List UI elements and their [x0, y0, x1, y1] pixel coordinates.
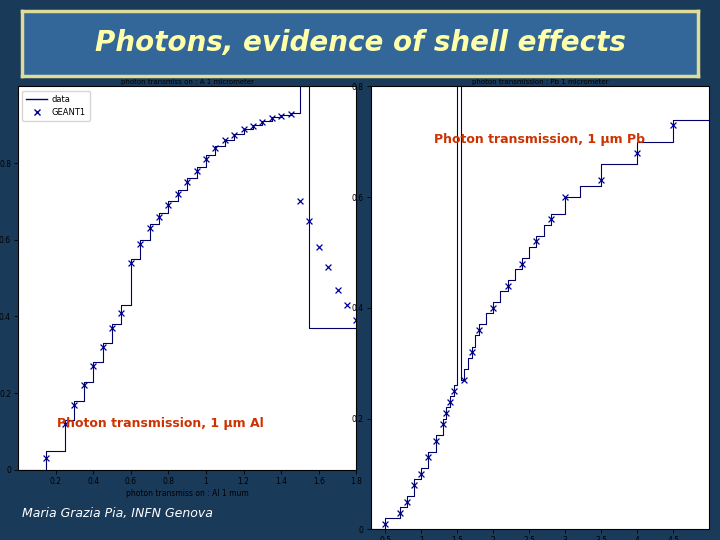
Point	[210, 144, 221, 152]
Point	[466, 348, 477, 356]
Point	[351, 316, 362, 325]
Point	[266, 113, 278, 122]
Point	[401, 497, 413, 506]
Point	[415, 469, 427, 478]
Legend: data, GEANT1: data, GEANT1	[22, 91, 89, 121]
Point	[559, 193, 571, 201]
Point	[379, 519, 391, 528]
Point	[313, 243, 325, 252]
Point	[459, 375, 470, 384]
Point	[247, 121, 258, 130]
Point	[394, 508, 405, 517]
Point	[125, 259, 137, 267]
Point	[181, 178, 193, 187]
Point	[153, 212, 165, 221]
X-axis label: photon transmiss on : Al 1 mum: photon transmiss on : Al 1 mum	[126, 489, 248, 497]
Point	[304, 217, 315, 225]
Point	[531, 237, 542, 246]
Point	[78, 381, 89, 390]
Point	[341, 301, 353, 309]
Point	[545, 215, 557, 224]
Point	[96, 343, 109, 352]
Point	[172, 190, 184, 198]
Text: Photon transmission, 1 μm Al: Photon transmission, 1 μm Al	[57, 417, 264, 430]
Point	[430, 436, 441, 445]
Point	[502, 281, 513, 290]
Point	[437, 420, 449, 428]
Title: photon transmission : Pb 1 micrometer: photon transmission : Pb 1 micrometer	[472, 79, 608, 85]
Point	[68, 400, 80, 409]
Point	[238, 125, 249, 134]
Point	[135, 239, 146, 248]
Point	[473, 326, 485, 334]
Text: Photons, evidence of shell effects: Photons, evidence of shell effects	[94, 29, 626, 57]
Point	[448, 387, 459, 395]
Point	[191, 166, 202, 175]
Point	[87, 362, 99, 370]
Point	[441, 409, 452, 417]
Point	[408, 481, 420, 489]
Point	[667, 121, 679, 130]
Point	[423, 453, 434, 462]
Point	[219, 136, 230, 144]
Text: Maria Grazia Pia, INFN Genova: Maria Grazia Pia, INFN Genova	[22, 507, 212, 519]
Point	[276, 111, 287, 120]
Point	[285, 110, 297, 118]
Point	[163, 201, 174, 210]
Point	[107, 323, 118, 332]
Point	[595, 176, 607, 185]
Point	[631, 148, 643, 157]
Point	[332, 285, 343, 294]
Text: Photon transmission, 1 μm Pb: Photon transmission, 1 μm Pb	[434, 133, 646, 146]
Title: photon transmiss on : A 1 micrometer: photon transmiss on : A 1 micrometer	[121, 79, 253, 85]
Point	[40, 454, 52, 463]
Point	[256, 117, 268, 126]
Point	[294, 197, 306, 206]
Point	[516, 259, 528, 268]
Point	[228, 130, 240, 139]
Point	[451, 71, 463, 80]
Point	[444, 397, 456, 406]
Point	[144, 224, 156, 233]
Point	[200, 155, 212, 164]
Point	[59, 420, 71, 428]
Point	[116, 308, 127, 317]
Point	[323, 262, 334, 271]
Point	[487, 303, 499, 312]
